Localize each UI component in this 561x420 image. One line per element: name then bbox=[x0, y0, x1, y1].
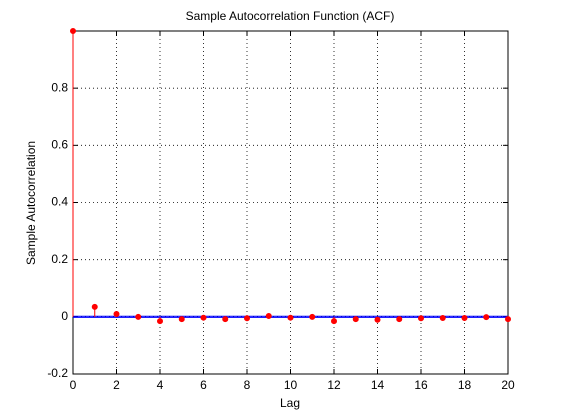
stem-marker bbox=[91, 303, 98, 310]
y-tick-label: 0.8 bbox=[51, 80, 68, 94]
stem-marker bbox=[113, 310, 120, 317]
stem-marker bbox=[352, 316, 359, 323]
stem-marker bbox=[200, 314, 207, 321]
x-tick-label: 4 bbox=[157, 378, 164, 392]
stem-marker bbox=[157, 318, 163, 325]
x-tick-label: 12 bbox=[327, 378, 341, 392]
chart-title: Sample Autocorrelation Function (ACF) bbox=[186, 9, 395, 23]
plot-area bbox=[73, 31, 508, 374]
stem-marker bbox=[135, 313, 142, 320]
x-tick-label: 0 bbox=[70, 378, 77, 392]
x-tick-label: 20 bbox=[501, 378, 515, 392]
stem-marker bbox=[178, 316, 185, 323]
x-axis-label: Lag bbox=[280, 396, 300, 410]
stem-marker bbox=[374, 316, 381, 323]
y-axis-label: Sample Autocorrelation bbox=[24, 141, 38, 265]
stem-marker bbox=[331, 318, 337, 325]
x-tick-label: 16 bbox=[414, 378, 428, 392]
x-tick-label: 6 bbox=[200, 378, 207, 392]
stem-marker bbox=[309, 313, 316, 320]
stem-marker bbox=[418, 315, 424, 322]
x-tick-label: 10 bbox=[284, 378, 298, 392]
y-tick-label: -0.2 bbox=[47, 366, 68, 380]
y-tick-label: 0.4 bbox=[51, 195, 68, 209]
stem-marker bbox=[222, 316, 229, 323]
x-tick-label: 2 bbox=[113, 378, 120, 392]
x-tick-label: 14 bbox=[371, 378, 385, 392]
stem-marker bbox=[265, 312, 272, 319]
stem-marker bbox=[396, 316, 403, 323]
y-tick-label: 0.2 bbox=[51, 252, 68, 266]
stem-marker bbox=[505, 316, 511, 323]
x-tick-label: 8 bbox=[244, 378, 251, 392]
stem-marker bbox=[483, 314, 490, 321]
stem-marker bbox=[287, 314, 294, 321]
y-tick-label: 0.6 bbox=[51, 138, 68, 152]
stem-marker bbox=[439, 314, 446, 321]
stem-marker bbox=[70, 28, 76, 34]
x-tick-label: 18 bbox=[458, 378, 472, 392]
stem-marker bbox=[461, 314, 468, 321]
stem-marker bbox=[244, 315, 250, 322]
y-tick-label: 0 bbox=[61, 309, 68, 323]
